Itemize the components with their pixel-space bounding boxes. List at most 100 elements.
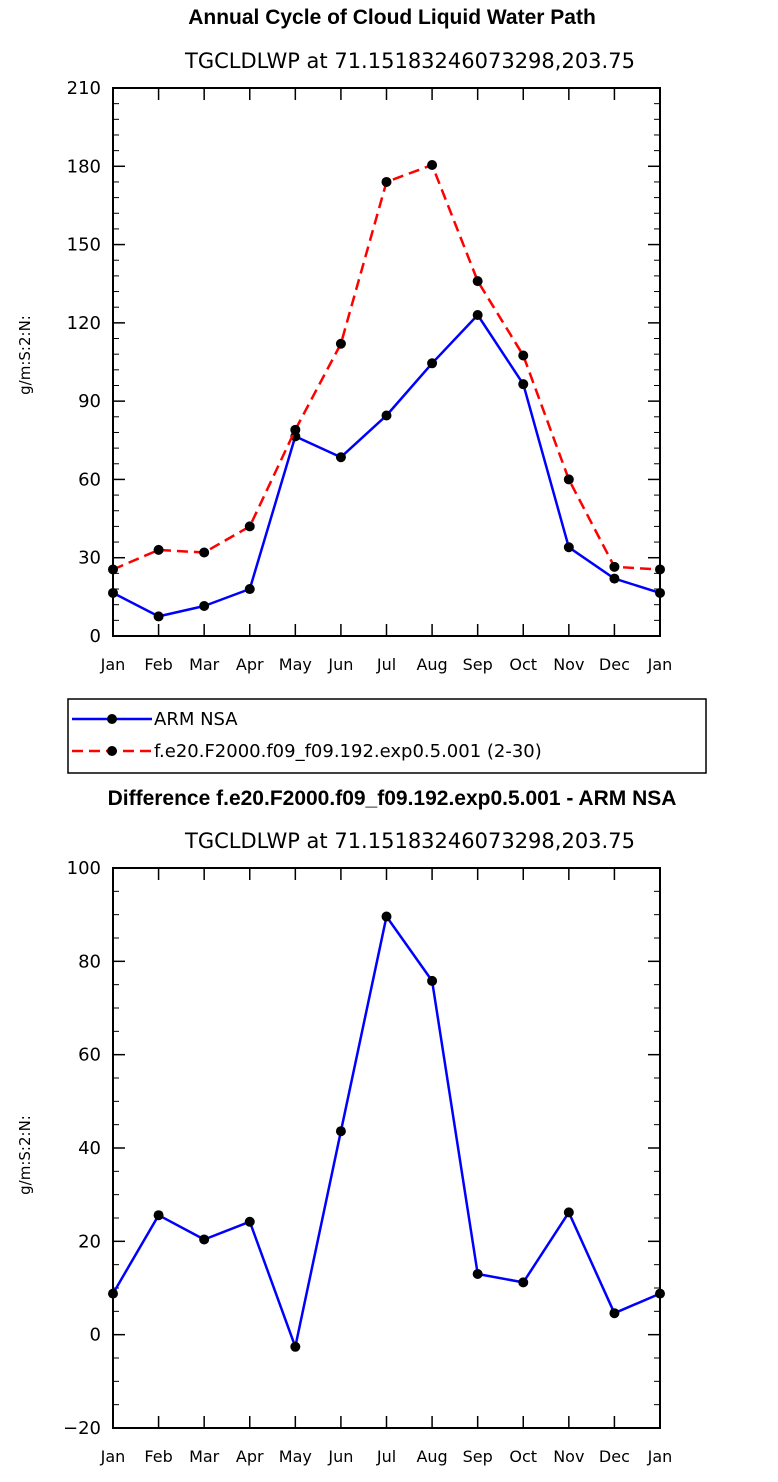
y-tick-label: 100 bbox=[67, 858, 101, 879]
data-point bbox=[153, 1210, 164, 1221]
x-tick-label: Mar bbox=[189, 655, 220, 674]
x-tick-label: Mar bbox=[189, 1447, 220, 1466]
chart-difference: Difference f.e20.F2000.f09_f09.192.exp0.… bbox=[16, 787, 676, 1466]
x-tick-label: Aug bbox=[416, 655, 447, 674]
x-tick-label: Dec bbox=[599, 1447, 630, 1466]
legend: ARM NSA f.e20.F2000.f09_f09.192.exp0.5.0… bbox=[67, 698, 707, 774]
x-tick-label: Apr bbox=[236, 1447, 264, 1466]
x-tick-label: Jun bbox=[327, 655, 353, 674]
data-point bbox=[518, 350, 529, 361]
y-tick-label: 40 bbox=[78, 1138, 101, 1159]
data-point bbox=[108, 587, 118, 598]
y-tick-label: 210 bbox=[67, 78, 101, 99]
plot-frame bbox=[112, 867, 661, 1429]
chart-subtitle: TGCLDLWP at 71.15183246073298,203.75 bbox=[184, 49, 635, 73]
x-tick-label: Sep bbox=[463, 655, 493, 674]
data-point bbox=[381, 176, 392, 187]
data-point bbox=[290, 424, 301, 435]
x-tick-label: Jan bbox=[647, 655, 673, 674]
data-point bbox=[335, 452, 346, 463]
data-point bbox=[655, 587, 665, 598]
x-tick-label: Jul bbox=[376, 655, 396, 674]
y-tick-label: 60 bbox=[78, 1045, 101, 1066]
data-point bbox=[472, 276, 483, 287]
chart-title: Annual Cycle of Cloud Liquid Water Path bbox=[188, 6, 596, 29]
chart-marks: 0 30 60 90 120 150 180 210 Jan Feb Mar Apr May Jun Jul… bbox=[67, 78, 673, 674]
x-tick-label: Aug bbox=[416, 1447, 447, 1466]
y-tick-label: 90 bbox=[78, 391, 101, 412]
x-tick-label: May bbox=[279, 655, 312, 674]
x-tick-label: Apr bbox=[236, 655, 264, 674]
data-point bbox=[381, 410, 392, 421]
y-tick-label: 120 bbox=[67, 313, 101, 334]
data-point bbox=[290, 1341, 301, 1352]
x-tick-label: Oct bbox=[509, 1447, 537, 1466]
data-point bbox=[609, 1308, 620, 1319]
y-axis-label: g/m:S:2:N: bbox=[16, 315, 34, 395]
legend-label-arm-nsa: ARM NSA bbox=[154, 709, 238, 730]
legend-marker-arm-nsa bbox=[107, 714, 117, 724]
x-tick-label: Jan bbox=[100, 655, 126, 674]
y-tick-label: 180 bbox=[67, 156, 101, 177]
data-point bbox=[381, 911, 392, 922]
data-point bbox=[199, 547, 210, 558]
y-tick-label: 150 bbox=[67, 235, 101, 256]
x-tick-label: Sep bbox=[463, 1447, 493, 1466]
data-point bbox=[609, 561, 620, 572]
y-tick-label: 30 bbox=[78, 548, 101, 569]
data-point bbox=[244, 521, 255, 532]
x-tick-label: Jun bbox=[327, 1447, 353, 1466]
data-point bbox=[472, 1269, 483, 1279]
chart-title: Difference f.e20.F2000.f09_f09.192.exp0.… bbox=[108, 787, 677, 810]
y-tick-label: 0 bbox=[90, 1325, 101, 1346]
x-tick-label: Jul bbox=[376, 1447, 396, 1466]
data-point bbox=[199, 1234, 210, 1245]
x-tick-label: Jan bbox=[100, 1447, 126, 1466]
data-point bbox=[472, 310, 483, 321]
x-tick-label: Jan bbox=[647, 1447, 673, 1466]
y-tick-label: 20 bbox=[78, 1231, 101, 1252]
series-line-0 bbox=[112, 313, 661, 618]
x-tick-label: Nov bbox=[553, 655, 584, 674]
x-tick-label: Nov bbox=[553, 1447, 584, 1466]
data-point bbox=[609, 573, 620, 584]
legend-marker-model bbox=[107, 746, 117, 756]
y-tick-label: −20 bbox=[63, 1418, 101, 1439]
data-point bbox=[335, 1126, 346, 1137]
data-point bbox=[655, 564, 665, 575]
data-point bbox=[518, 1277, 529, 1288]
x-tick-label: Dec bbox=[599, 655, 630, 674]
x-tick-label: May bbox=[279, 1447, 312, 1466]
x-tick-label: Oct bbox=[509, 655, 537, 674]
data-point bbox=[563, 542, 574, 553]
data-point bbox=[563, 1207, 574, 1218]
series-line-0 bbox=[111, 915, 661, 1349]
data-point bbox=[427, 358, 438, 369]
data-point bbox=[244, 584, 255, 595]
y-tick-label: 60 bbox=[78, 469, 101, 490]
data-point bbox=[108, 564, 118, 575]
legend-label-model: f.e20.F2000.f09_f09.192.exp0.5.001 (2-30… bbox=[154, 741, 542, 762]
series-line-1 bbox=[112, 163, 661, 571]
data-point bbox=[335, 338, 346, 349]
y-axis-label: g/m:S:2:N: bbox=[16, 1115, 34, 1195]
x-tick-label: Feb bbox=[144, 655, 172, 674]
data-point bbox=[108, 1288, 118, 1299]
data-point bbox=[563, 474, 574, 485]
chart-annual-cycle: Annual Cycle of Cloud Liquid Water Path … bbox=[16, 6, 707, 774]
data-point bbox=[518, 379, 529, 390]
data-point bbox=[244, 1216, 255, 1227]
data-point bbox=[655, 1288, 665, 1299]
chart-marks: −20 0 20 40 60 80 100 Jan Feb Mar Apr May Jun Jul Aug S… bbox=[63, 858, 672, 1466]
chart-subtitle: TGCLDLWP at 71.15183246073298,203.75 bbox=[184, 829, 635, 853]
data-point bbox=[427, 975, 438, 986]
legend-box bbox=[67, 698, 707, 774]
data-point bbox=[153, 544, 164, 555]
data-point bbox=[427, 159, 438, 170]
y-tick-label: 0 bbox=[90, 626, 101, 647]
y-tick-label: 80 bbox=[78, 951, 101, 972]
data-point bbox=[199, 600, 210, 611]
x-tick-label: Feb bbox=[144, 1447, 172, 1466]
data-point bbox=[153, 611, 164, 622]
